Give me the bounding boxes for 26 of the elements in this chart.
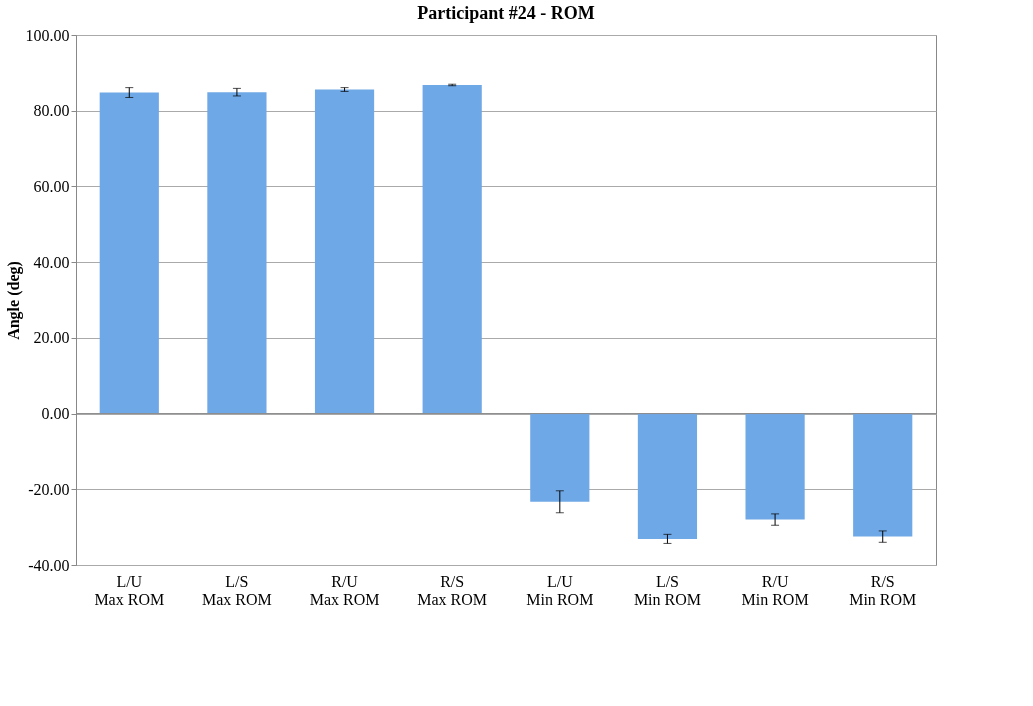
bar: [207, 92, 267, 414]
y-tick-label: 0.00: [41, 405, 70, 423]
bar: [422, 84, 482, 414]
y-axis-title: Angle (deg): [4, 261, 23, 340]
y-tick-label: 20.00: [33, 329, 70, 347]
x-tick-label: L/S Max ROM: [202, 572, 272, 608]
x-tick-label: R/U Min ROM: [741, 572, 809, 608]
y-tick-label: 60.00: [33, 177, 70, 195]
x-tick-label: L/S Min ROM: [633, 572, 702, 608]
bar: [314, 89, 375, 414]
y-tick-label: -40.00: [28, 556, 70, 574]
x-tick-label: R/U Max ROM: [309, 572, 380, 608]
bar: [853, 413, 913, 537]
bar: [99, 92, 159, 414]
x-tick-label: R/S Max ROM: [417, 572, 488, 608]
bar: [745, 413, 805, 520]
x-tick-label: L/U Min ROM: [526, 572, 594, 608]
x-tick-label: R/S Min ROM: [849, 572, 917, 608]
y-tick-label: -20.00: [28, 480, 70, 498]
y-tick-label: 40.00: [33, 253, 70, 271]
y-tick-label: 100.00: [25, 26, 70, 44]
bar: [530, 413, 590, 502]
bar: [637, 413, 698, 539]
y-tick-label: 80.00: [33, 102, 70, 120]
chart-title: Participant #24 - ROM: [417, 3, 595, 23]
x-tick-label: L/U Max ROM: [94, 572, 165, 608]
